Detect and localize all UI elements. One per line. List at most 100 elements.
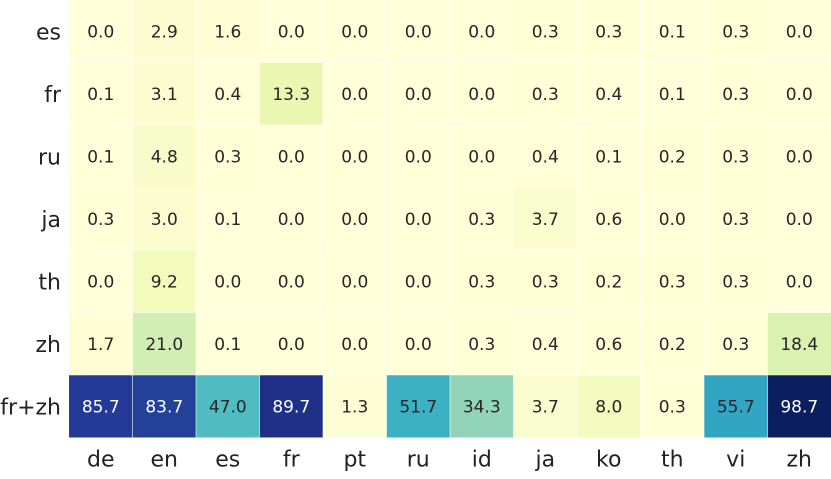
heatmap-cell-value: 55.7 (717, 397, 755, 417)
heatmap-cell-value: 0.1 (214, 210, 241, 230)
column-label: de (87, 448, 115, 473)
heatmap-cell-value: 0.0 (405, 272, 432, 292)
heatmap-cell-value: 0.2 (659, 335, 686, 355)
heatmap-cell (513, 187, 577, 250)
heatmap-cell-value: 0.3 (722, 272, 749, 292)
heatmap-cell (386, 125, 450, 188)
heatmap-cell-value: 0.3 (87, 210, 114, 230)
heatmap-cell (196, 250, 260, 313)
heatmap-cell (640, 0, 704, 63)
heatmap-cell (259, 125, 323, 188)
heatmap-cell-value: 18.4 (780, 335, 818, 355)
heatmap-cell (640, 250, 704, 313)
heatmap-cell-value: 0.3 (659, 272, 686, 292)
row-labels: es fr ru ja th zh fr+zh (0, 20, 62, 420)
heatmap-cell (704, 125, 768, 188)
heatmap-cell-value: 3.7 (532, 397, 559, 417)
heatmap-cell (259, 0, 323, 63)
heatmap-cell (69, 250, 133, 313)
heatmap-cell (132, 125, 196, 188)
heatmap-cell-value: 0.0 (341, 22, 368, 42)
heatmap-cell (132, 375, 196, 438)
heatmap-cell (513, 125, 577, 188)
heatmap-cells (69, 0, 831, 438)
column-label: pt (343, 448, 366, 473)
heatmap-cell-value: 3.0 (151, 210, 178, 230)
column-label: th (661, 448, 684, 473)
heatmap-cell (767, 312, 831, 375)
column-label: fr (283, 448, 301, 473)
heatmap-cell-value: 0.0 (659, 210, 686, 230)
heatmap-cell-value: 0.0 (278, 272, 305, 292)
heatmap-cell (196, 125, 260, 188)
heatmap-cell-labels: 0.0 2.9 1.6 0.0 0.0 0.0 0.0 0.3 0.3 0.1 0.3 0.0 0.1 3… (82, 22, 818, 417)
heatmap-cell (704, 0, 768, 63)
column-label: id (472, 448, 492, 473)
column-label: ko (596, 448, 621, 473)
heatmap-cell (386, 312, 450, 375)
heatmap-cell-value: 0.3 (722, 85, 749, 105)
heatmap-cell-value: 0.0 (278, 147, 305, 167)
heatmap-cell (513, 375, 577, 438)
heatmap-cell (386, 0, 450, 63)
heatmap-cell (259, 375, 323, 438)
heatmap-cell (323, 0, 387, 63)
heatmap-cell (323, 312, 387, 375)
heatmap-cell (704, 187, 768, 250)
heatmap-cell (767, 250, 831, 313)
heatmap-cell-value: 0.4 (214, 85, 241, 105)
heatmap-cell (640, 375, 704, 438)
heatmap-cell (259, 187, 323, 250)
column-label: zh (787, 448, 813, 473)
heatmap-cell-value: 0.1 (659, 85, 686, 105)
heatmap-cell (196, 187, 260, 250)
heatmap-cell-value: 0.0 (405, 210, 432, 230)
heatmap-cell-value: 0.0 (214, 272, 241, 292)
heatmap-cell-value: 0.3 (532, 85, 559, 105)
heatmap-cell (450, 187, 514, 250)
heatmap-cell (450, 0, 514, 63)
heatmap-cell-value: 0.0 (405, 147, 432, 167)
heatmap-cell (450, 125, 514, 188)
heatmap-cell (386, 187, 450, 250)
heatmap-cell-value: 0.3 (468, 335, 495, 355)
heatmap-cell (577, 125, 641, 188)
heatmap-cell-value: 0.0 (278, 210, 305, 230)
heatmap-cell-value: 0.3 (468, 272, 495, 292)
column-label: ja (534, 448, 555, 473)
heatmap-cell (386, 62, 450, 125)
heatmap-cell-value: 9.2 (151, 272, 178, 292)
heatmap-cell (450, 312, 514, 375)
heatmap-cell-value: 0.0 (786, 22, 813, 42)
heatmap-cell-value: 0.0 (87, 22, 114, 42)
heatmap-cell-value: 0.0 (468, 22, 495, 42)
heatmap-cell-value: 0.0 (341, 335, 368, 355)
heatmap-cell (640, 62, 704, 125)
heatmap-cell-value: 0.0 (468, 85, 495, 105)
heatmap-cell (69, 375, 133, 438)
heatmap-cell-value: 98.7 (780, 397, 818, 417)
heatmap-cell (132, 312, 196, 375)
heatmap-cell-value: 0.0 (341, 147, 368, 167)
row-label: ja (40, 208, 61, 233)
heatmap-cell (577, 187, 641, 250)
heatmap-cell-value: 85.7 (82, 397, 120, 417)
heatmap-cell-value: 0.0 (87, 272, 114, 292)
heatmap-cell (196, 375, 260, 438)
heatmap-cell-value: 0.3 (722, 335, 749, 355)
heatmap-cell (767, 375, 831, 438)
heatmap-cell (259, 62, 323, 125)
heatmap-cell-value: 0.2 (595, 272, 622, 292)
heatmap-cell (640, 125, 704, 188)
heatmap-cell-value: 0.6 (595, 210, 622, 230)
heatmap-cell (704, 375, 768, 438)
heatmap-cell-value: 34.3 (463, 397, 501, 417)
column-label: vi (726, 448, 745, 473)
heatmap-cell-value: 0.1 (595, 147, 622, 167)
heatmap-cell (196, 312, 260, 375)
heatmap-cell (69, 187, 133, 250)
heatmap-cell (450, 250, 514, 313)
heatmap-cell-value: 0.4 (532, 147, 559, 167)
heatmap-cell-value: 3.7 (532, 210, 559, 230)
heatmap-cell-value: 0.0 (786, 210, 813, 230)
